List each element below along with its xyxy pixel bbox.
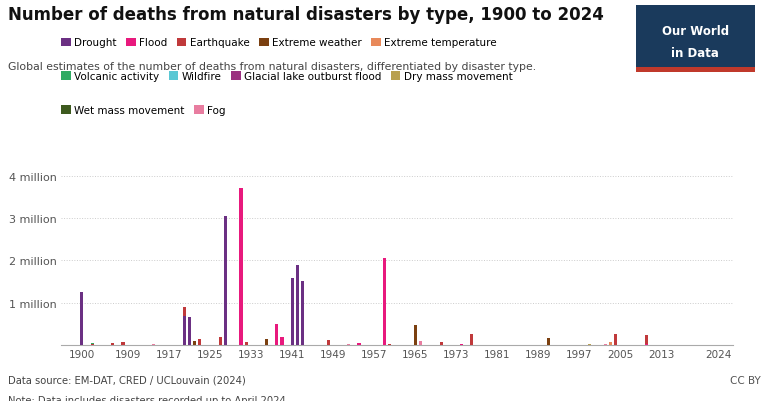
Bar <box>198 339 201 345</box>
Bar <box>357 344 360 345</box>
Bar <box>614 334 617 345</box>
Bar <box>609 342 612 345</box>
Bar <box>644 344 647 345</box>
Bar <box>296 265 299 345</box>
Bar <box>81 292 84 345</box>
Bar <box>240 188 243 345</box>
Bar <box>383 259 386 345</box>
Bar <box>219 337 222 345</box>
Bar <box>301 282 304 345</box>
Bar <box>388 344 391 345</box>
Text: Our World: Our World <box>662 25 729 38</box>
Bar <box>280 337 283 345</box>
Bar <box>276 324 279 345</box>
Bar <box>347 344 350 345</box>
Bar <box>244 342 247 345</box>
Bar <box>224 217 227 345</box>
Bar <box>183 316 186 345</box>
Bar <box>470 334 473 345</box>
Bar <box>460 344 463 345</box>
Bar <box>604 344 607 345</box>
Text: in Data: in Data <box>671 47 720 60</box>
Text: Number of deaths from natural disasters by type, 1900 to 2024: Number of deaths from natural disasters … <box>8 6 604 24</box>
Bar <box>326 340 329 345</box>
Bar <box>548 338 551 345</box>
Bar <box>414 325 417 326</box>
Bar <box>419 341 422 345</box>
Bar <box>291 278 294 345</box>
Bar <box>111 343 114 345</box>
Bar <box>439 342 442 345</box>
Bar <box>194 341 197 345</box>
Text: Global estimates of the number of deaths from natural disasters, differentiated : Global estimates of the number of deaths… <box>8 62 536 72</box>
Bar <box>265 340 268 345</box>
Legend: Wet mass movement, Fog: Wet mass movement, Fog <box>61 106 226 115</box>
Bar <box>121 342 124 345</box>
Text: CC BY: CC BY <box>730 375 760 385</box>
Text: Data source: EM-DAT, CRED / UCLouvain (2024): Data source: EM-DAT, CRED / UCLouvain (2… <box>8 375 246 385</box>
Bar <box>644 335 647 344</box>
Bar <box>183 307 186 316</box>
Bar <box>91 344 94 345</box>
Bar <box>188 318 191 345</box>
Text: Note: Data includes disasters recorded up to April 2024.: Note: Data includes disasters recorded u… <box>8 395 289 401</box>
Bar <box>588 344 591 345</box>
Bar <box>414 326 417 345</box>
Bar <box>152 344 155 345</box>
